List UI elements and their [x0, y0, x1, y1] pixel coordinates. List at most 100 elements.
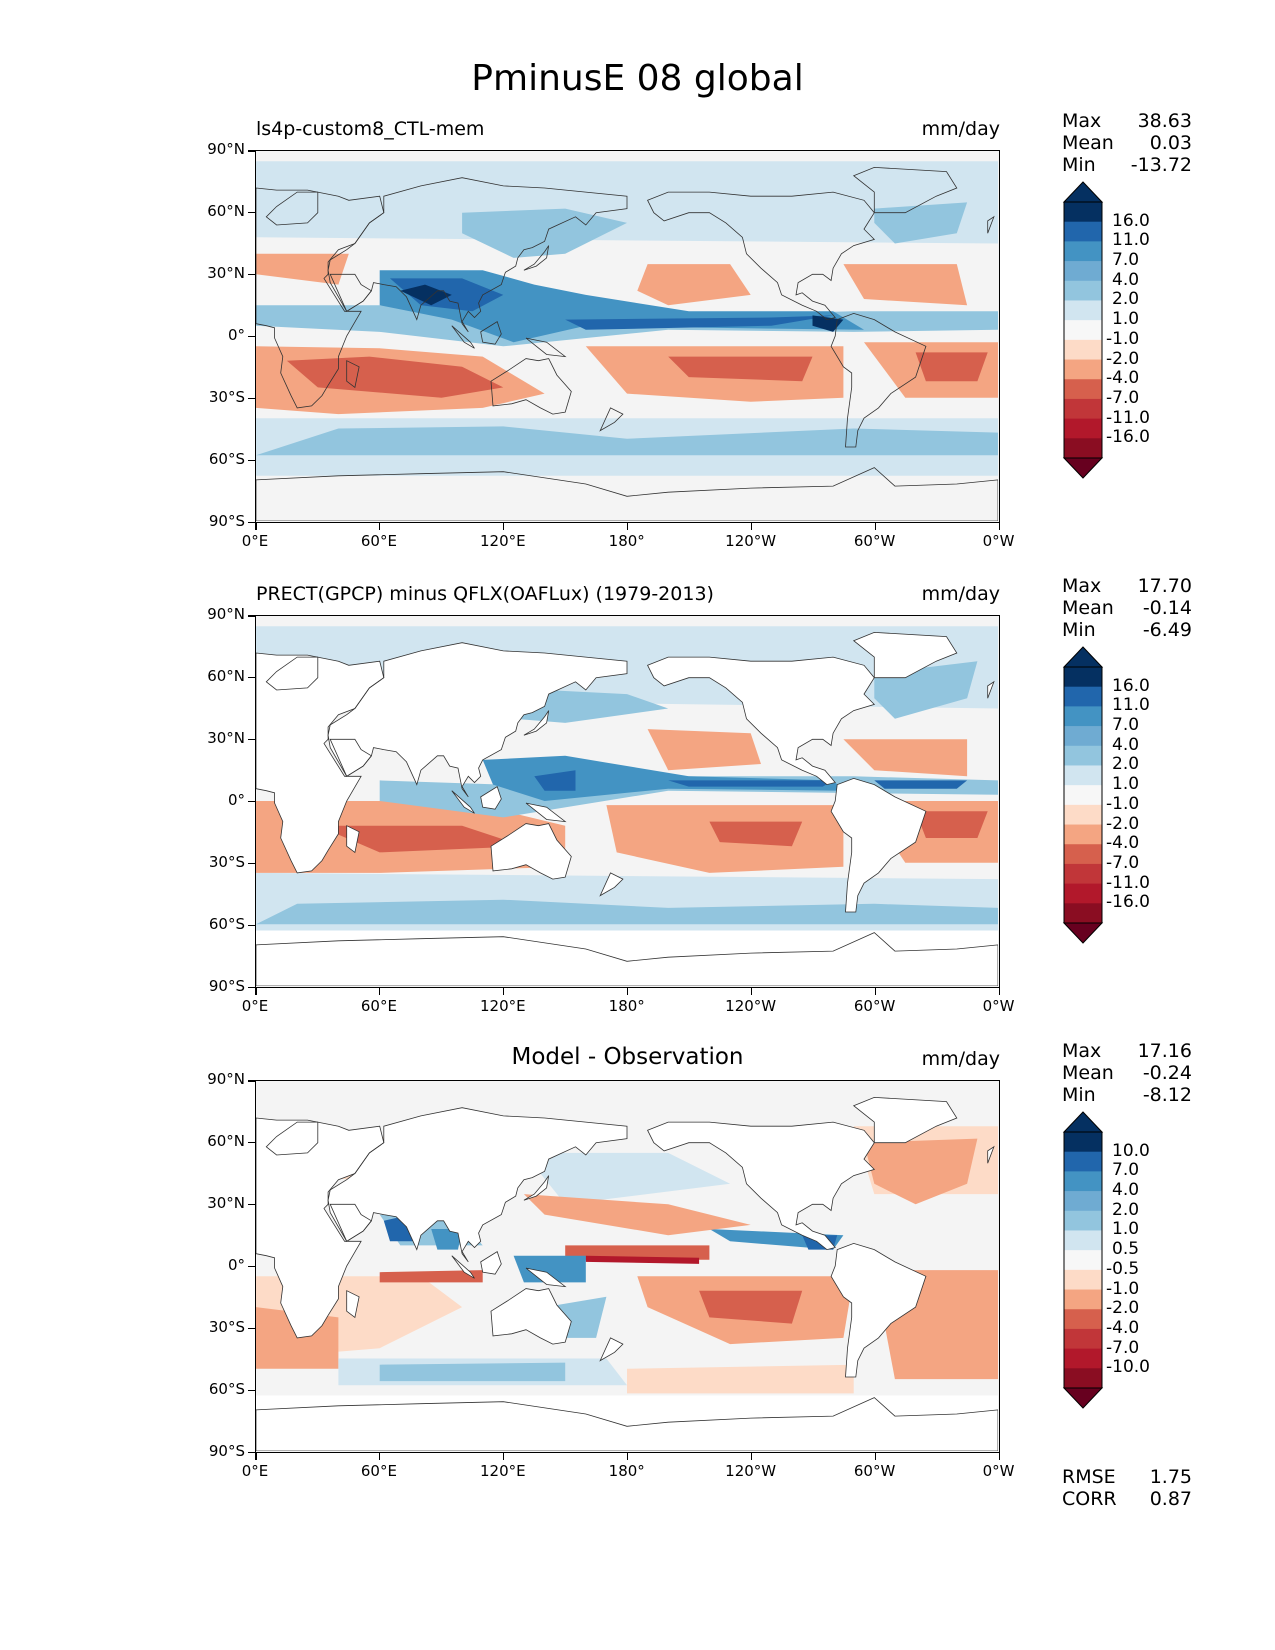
units-label: mm/day: [921, 1048, 1000, 1070]
colorbar-segment: [1064, 726, 1102, 747]
stat-value: 0.03: [1149, 132, 1192, 154]
colorbar-tick-label: -7.0: [1106, 387, 1140, 408]
colorbar: 16.0 11.0 7.0 4.0 2.0 1.0 -1.0 -2.0 -4.0 -7.0 -11.…: [1062, 180, 1150, 480]
colorbar-tick-label: 2.0: [1112, 1199, 1140, 1220]
y-tick-mark: [248, 150, 255, 152]
coastline: [346, 825, 360, 854]
colorbar-segment: [1064, 1151, 1102, 1172]
coastline: [599, 1337, 624, 1362]
field-contour: [534, 770, 576, 791]
x-tick-label: 120°E: [480, 997, 526, 1015]
land-mask: [526, 1268, 566, 1287]
y-tick-mark: [248, 1451, 255, 1453]
colorbar-tick-label: -10.0: [1106, 1357, 1150, 1378]
colorbar-segment: [1064, 1171, 1102, 1192]
y-tick-label: 90°N: [207, 1070, 245, 1088]
coastline: [490, 823, 572, 880]
coastline: [599, 872, 624, 897]
y-tick-mark: [248, 397, 255, 400]
y-tick-mark: [248, 335, 255, 338]
y-tick-label: 30°N: [207, 263, 245, 282]
x-tick-label: 60°W: [853, 997, 896, 1015]
field-contour: [431, 1229, 463, 1250]
coastline: [830, 777, 927, 913]
coastline: [265, 1121, 319, 1156]
y-tick-label: 30°S: [208, 852, 245, 871]
units-label: mm/day: [921, 583, 1000, 605]
y-tick-label: 60°S: [208, 914, 245, 933]
land-mask: [526, 803, 566, 822]
map-svg: [256, 616, 998, 986]
colorbar-tick-label: -2.0: [1106, 1298, 1140, 1319]
colorbar-segment: [1064, 320, 1102, 341]
colorbar-tick-label: 7.0: [1112, 1160, 1140, 1181]
land-mask: [831, 778, 926, 912]
y-tick-label: 60°N: [207, 1131, 245, 1150]
x-tick-label: 180°: [608, 532, 645, 550]
x-tick-mark: [626, 1453, 629, 1460]
y-tick-mark: [248, 862, 255, 865]
coastline: [265, 191, 319, 226]
colorbar-segment: [1064, 1309, 1102, 1330]
colorbar-tick-label: 1.0: [1112, 1219, 1140, 1240]
stat-label: Min: [1062, 1084, 1096, 1106]
coastline: [852, 631, 958, 679]
x-tick-label: 180°: [608, 997, 645, 1015]
coastline: [523, 710, 550, 736]
colorbar-segment: [1064, 883, 1102, 904]
coastline: [599, 407, 624, 432]
coastline: [480, 785, 502, 810]
colorbar-segment: [1064, 686, 1102, 707]
land-mask: [491, 823, 572, 880]
colorbar-tick-label: 2.0: [1112, 289, 1140, 310]
colorbar-tick-label: 1.0: [1112, 309, 1140, 330]
y-tick-mark: [248, 459, 255, 462]
x-tick-label: 60°W: [853, 532, 896, 550]
land-mask: [853, 1097, 957, 1143]
x-tick-label: 60°E: [360, 1462, 397, 1480]
colorbar-tick-label: -16.0: [1106, 892, 1150, 913]
colorbar-segment: [1064, 418, 1102, 439]
y-tick-label: 90°N: [207, 140, 245, 158]
coastline: [327, 642, 628, 798]
y-tick-mark: [248, 521, 255, 523]
x-tick-mark: [255, 523, 257, 530]
colorbar: 10.0 7.0 4.0 2.0 1.0 0.5 -0.5 -1.0 -2.0 -4.0 -7.0-…: [1062, 1110, 1150, 1410]
land-mask: [600, 1337, 623, 1361]
colorbar-segment: [1064, 903, 1102, 924]
field-contour: [256, 426, 998, 456]
x-tick-mark: [378, 523, 381, 530]
x-tick-mark: [255, 988, 257, 995]
colorbar-tick-label: -4.0: [1106, 833, 1140, 854]
stat-label: Min: [1062, 619, 1096, 641]
coastline: [329, 738, 372, 777]
x-tick-label: 60°E: [360, 532, 397, 550]
y-tick-label: 30°S: [208, 387, 245, 406]
x-tick-label: 60°E: [360, 997, 397, 1015]
land-mask: [853, 632, 957, 678]
coastline: [852, 166, 958, 214]
panel-title: ls4p-custom8_CTL-mem: [256, 118, 485, 140]
y-tick-mark: [248, 273, 255, 276]
y-tick-label: 30°S: [208, 1317, 245, 1336]
coastline: [256, 652, 385, 874]
colorbar-tick-label: -7.0: [1106, 1337, 1140, 1358]
y-tick-label: 90°N: [207, 605, 245, 623]
coastline: [490, 1288, 572, 1345]
colorbar-segment: [1064, 1191, 1102, 1212]
field-contour: [699, 1290, 803, 1324]
metric-value: 0.87: [1149, 1488, 1192, 1510]
y-tick-mark: [248, 1203, 255, 1206]
colorbar-tick-label: -7.0: [1106, 852, 1140, 873]
field-contour: [286, 356, 504, 398]
y-tick-mark: [248, 676, 255, 679]
metric-label: RMSE: [1062, 1466, 1116, 1488]
x-tick-label: 60°W: [853, 1462, 896, 1480]
coastline: [346, 1290, 360, 1319]
x-tick-mark: [378, 988, 381, 995]
coastline: [346, 360, 360, 389]
coastline: [852, 1096, 958, 1144]
x-tick-mark: [998, 988, 1000, 995]
field-contour: [668, 780, 834, 787]
land-mask: [647, 657, 875, 785]
